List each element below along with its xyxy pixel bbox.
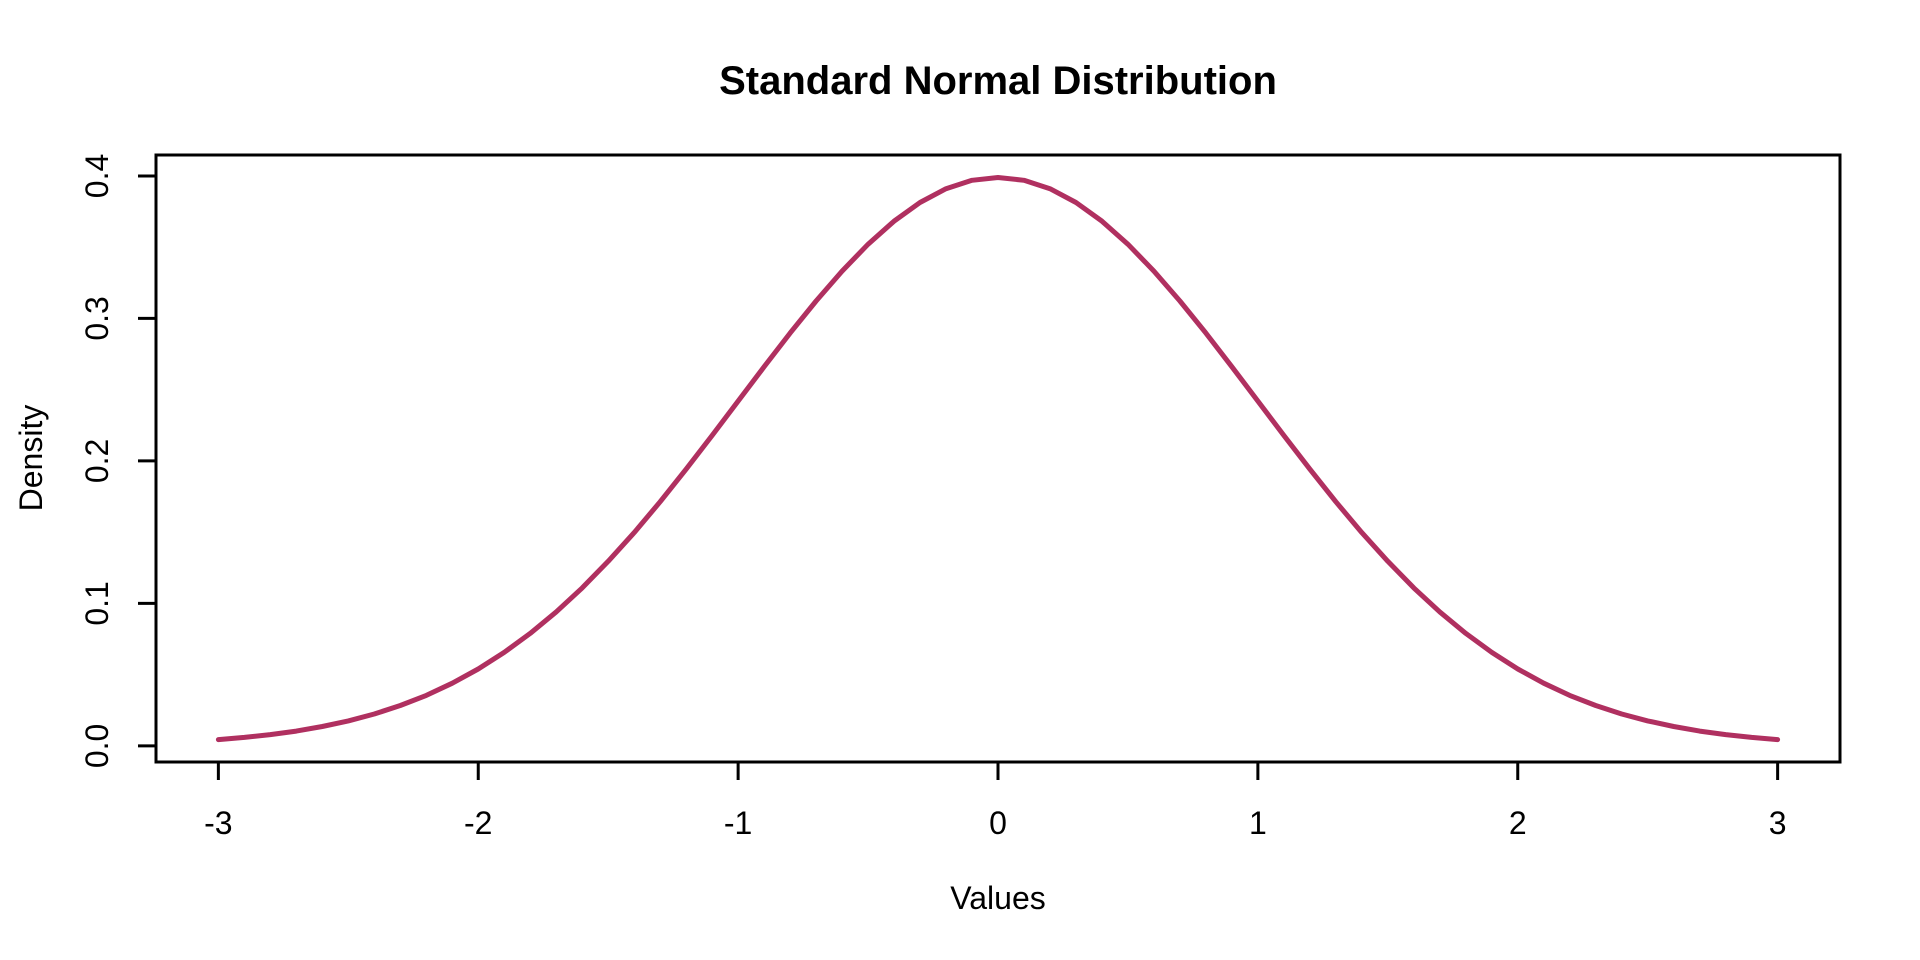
y-tick-label: 0.2 xyxy=(79,439,115,483)
x-tick-label: 1 xyxy=(1249,805,1267,841)
x-tick-label: 2 xyxy=(1509,805,1527,841)
x-tick-label: -3 xyxy=(204,805,232,841)
y-tick-label: 0.1 xyxy=(79,581,115,625)
x-tick-label: -1 xyxy=(724,805,752,841)
x-axis-label: Values xyxy=(950,880,1045,916)
x-tick-label: 3 xyxy=(1769,805,1787,841)
y-tick-label: 0.4 xyxy=(79,154,115,198)
chart-title: Standard Normal Distribution xyxy=(719,59,1277,103)
density-curve xyxy=(215,175,1781,743)
y-axis-label: Density xyxy=(13,405,49,512)
y-tick-label: 0.3 xyxy=(79,296,115,340)
plot-area: -3 -2 -1 0 1 2 3 0.0 0.1 0.2 0.3 0.4 xyxy=(79,153,1842,841)
x-tick-label: -2 xyxy=(464,805,492,841)
y-tick-label: 0.0 xyxy=(79,724,115,768)
x-tick-label: 0 xyxy=(989,805,1007,841)
plot-box xyxy=(154,153,1842,764)
